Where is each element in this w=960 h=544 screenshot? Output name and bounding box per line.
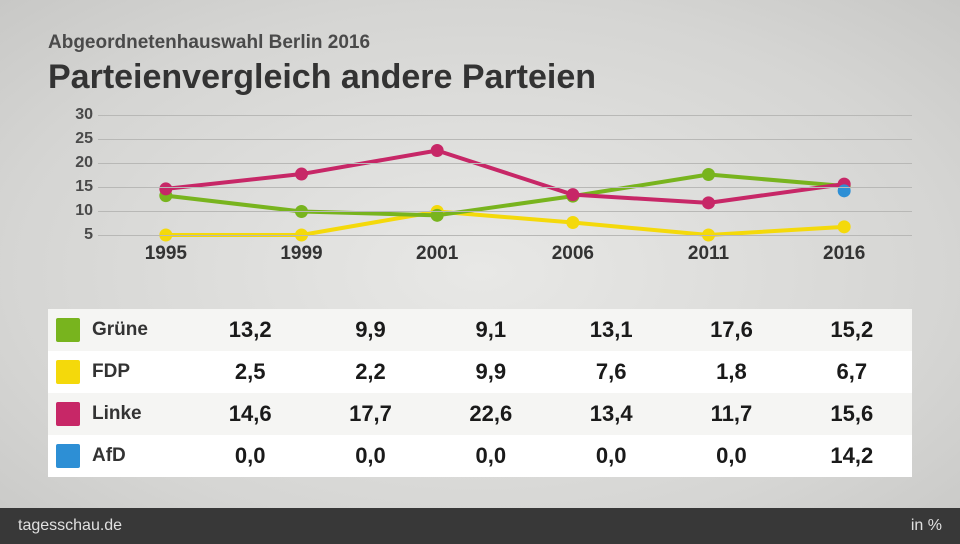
data-marker [702, 196, 715, 209]
value-cell: 1,8 [671, 359, 791, 385]
swatch-cell [48, 402, 88, 426]
data-line [166, 211, 844, 235]
data-line [166, 175, 844, 216]
value-cell: 0,0 [190, 443, 310, 469]
chart-title: Parteienvergleich andere Parteien [48, 58, 912, 97]
value-cell: 17,7 [310, 401, 430, 427]
value-cell: 13,1 [551, 317, 671, 343]
ytick-label: 20 [48, 154, 93, 172]
xtick-label: 1999 [234, 243, 370, 265]
value-cell: 15,2 [792, 317, 912, 343]
xtick-label: 2001 [369, 243, 505, 265]
data-marker [431, 144, 444, 157]
value-cell: 14,2 [792, 443, 912, 469]
xtick-label: 1995 [98, 243, 234, 265]
ytick-label: 25 [48, 130, 93, 148]
footer-unit: in % [911, 517, 942, 535]
party-swatch [56, 402, 80, 426]
value-cell: 9,1 [431, 317, 551, 343]
gridline [98, 163, 912, 164]
value-cell: 9,9 [310, 317, 430, 343]
footer-source: tagesschau.de [18, 517, 122, 535]
value-cell: 0,0 [671, 443, 791, 469]
xtick-label: 2006 [505, 243, 641, 265]
xtick-label: 2011 [641, 243, 777, 265]
ytick-label: 30 [48, 106, 93, 124]
value-cell: 13,4 [551, 401, 671, 427]
data-marker [702, 168, 715, 181]
gridline [98, 139, 912, 140]
swatch-cell [48, 318, 88, 342]
table-row: Linke14,617,722,613,411,715,6 [48, 393, 912, 435]
value-cell: 14,6 [190, 401, 310, 427]
gridline [98, 211, 912, 212]
gridline [98, 115, 912, 116]
party-swatch [56, 360, 80, 384]
value-cell: 2,2 [310, 359, 430, 385]
ytick-label: 15 [48, 178, 93, 196]
party-swatch [56, 444, 80, 468]
data-marker [566, 188, 579, 201]
value-cell: 9,9 [431, 359, 551, 385]
value-cell: 0,0 [431, 443, 551, 469]
swatch-cell [48, 360, 88, 384]
value-cell: 22,6 [431, 401, 551, 427]
party-name: Grüne [88, 319, 190, 341]
value-cell: 15,6 [792, 401, 912, 427]
party-name: AfD [88, 445, 190, 467]
ytick-label: 10 [48, 202, 93, 220]
gridline [98, 235, 912, 236]
swatch-cell [48, 444, 88, 468]
gridline [98, 187, 912, 188]
data-marker [566, 216, 579, 229]
ytick-label: 5 [48, 226, 93, 244]
data-marker [295, 168, 308, 181]
value-cell: 2,5 [190, 359, 310, 385]
party-data-table: Grüne13,29,99,113,117,615,2FDP2,52,29,97… [48, 309, 912, 477]
chart-subtitle: Abgeordnetenhauswahl Berlin 2016 [48, 32, 912, 54]
value-cell: 6,7 [792, 359, 912, 385]
value-cell: 13,2 [190, 317, 310, 343]
party-name: FDP [88, 361, 190, 383]
data-marker [838, 220, 851, 233]
value-cell: 7,6 [551, 359, 671, 385]
table-row: FDP2,52,29,97,61,86,7 [48, 351, 912, 393]
value-cell: 17,6 [671, 317, 791, 343]
party-swatch [56, 318, 80, 342]
footer-bar: tagesschau.de in % [0, 508, 960, 544]
value-cell: 11,7 [671, 401, 791, 427]
party-name: Linke [88, 403, 190, 425]
value-cell: 0,0 [310, 443, 430, 469]
table-row: Grüne13,29,99,113,117,615,2 [48, 309, 912, 351]
value-cell: 0,0 [551, 443, 671, 469]
xtick-label: 2016 [776, 243, 912, 265]
data-marker [159, 182, 172, 195]
table-row: AfD0,00,00,00,00,014,2 [48, 435, 912, 477]
line-chart: 51015202530 199519992001200620112016 [48, 115, 912, 265]
